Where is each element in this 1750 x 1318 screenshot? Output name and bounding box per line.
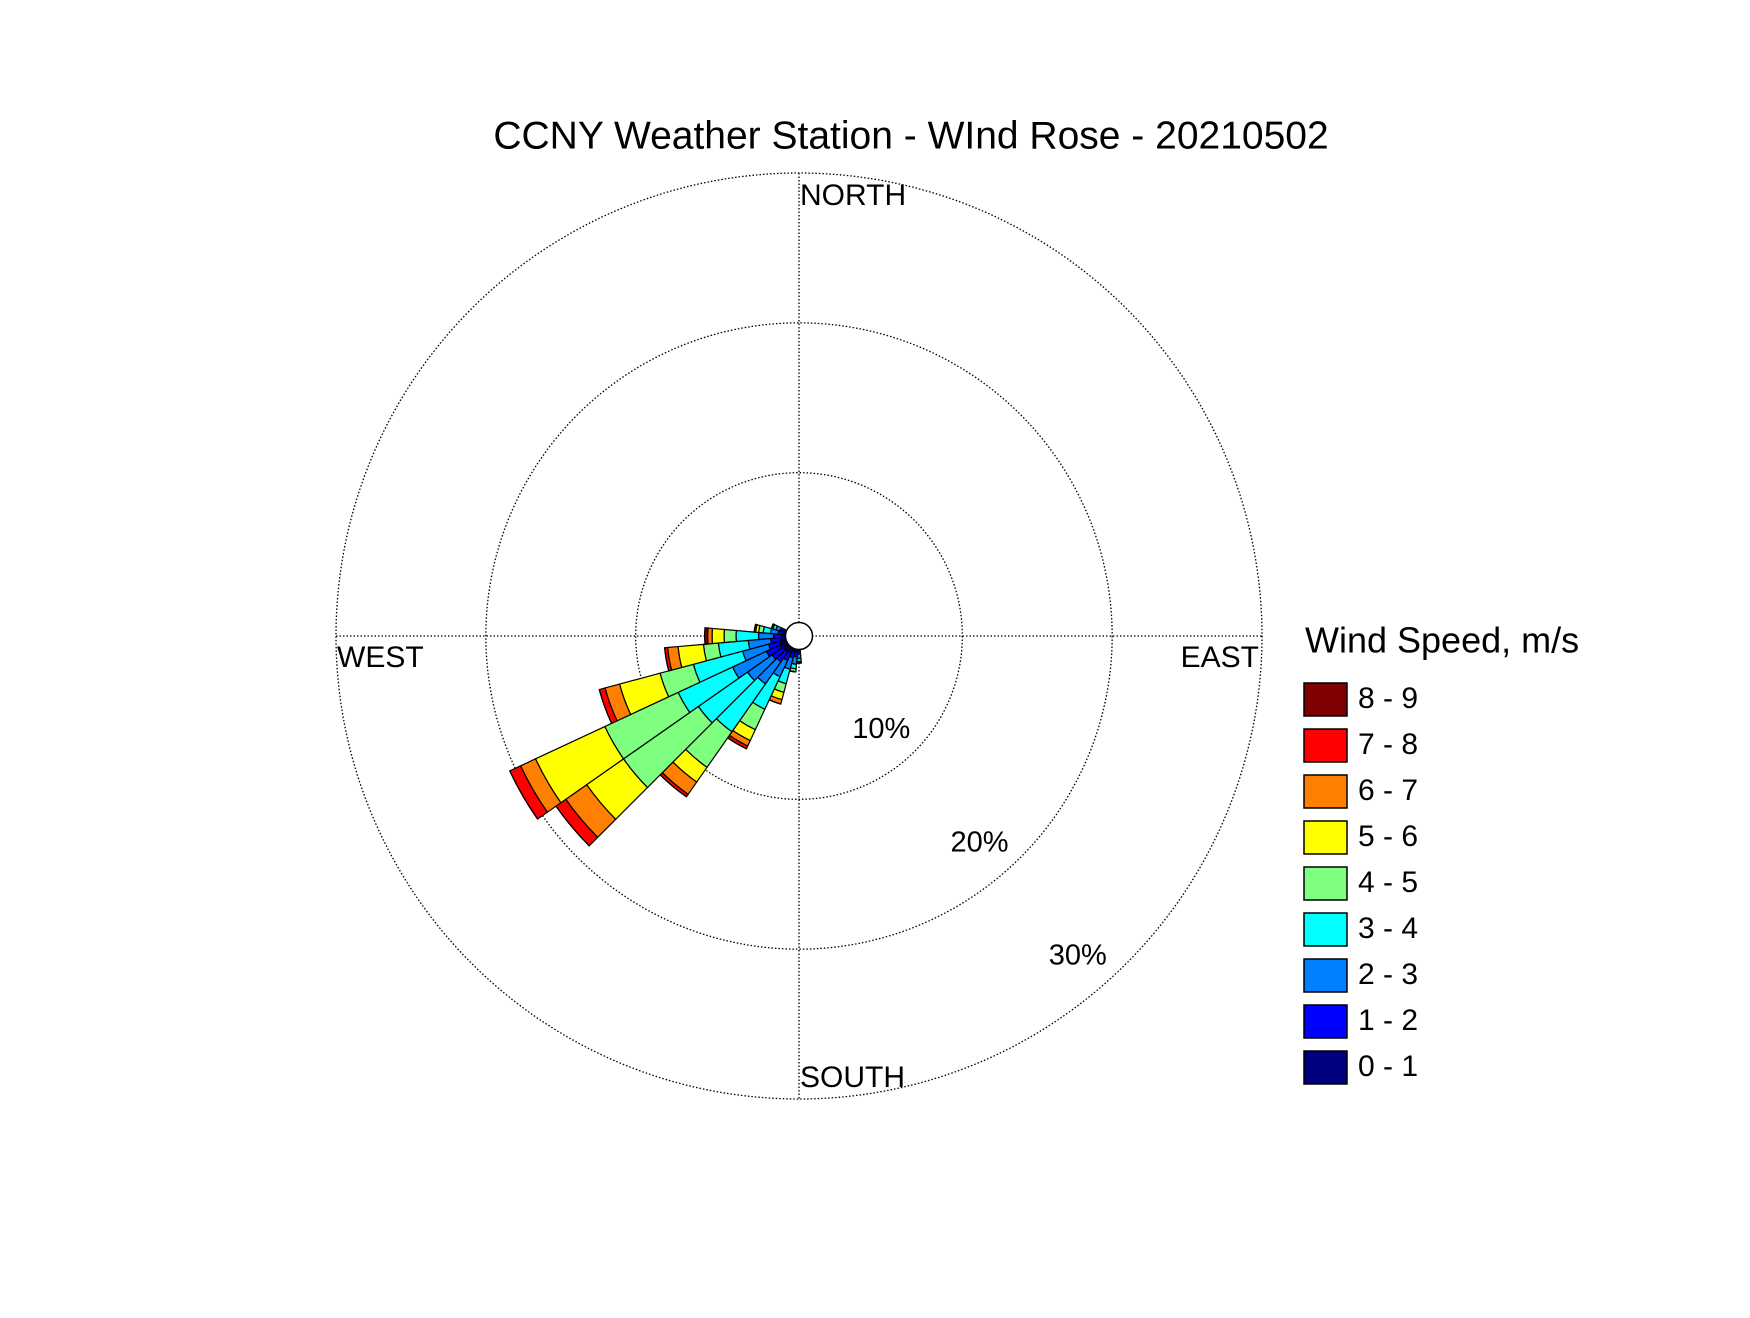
legend-swatch: [1304, 1005, 1347, 1038]
legend-label: 6 - 7: [1358, 774, 1418, 807]
r-tick-label: 10%: [852, 713, 910, 745]
center-hole: [786, 623, 813, 650]
legend-swatch: [1304, 729, 1347, 762]
legend-title: Wind Speed, m/s: [1305, 620, 1579, 661]
legend-label: 0 - 1: [1358, 1050, 1418, 1083]
legend-swatch: [1304, 959, 1347, 992]
legend-swatch: [1304, 867, 1347, 900]
legend-label: 5 - 6: [1358, 820, 1418, 853]
legend-swatch: [1304, 1051, 1347, 1084]
south-label: SOUTH: [800, 1061, 905, 1094]
legend-swatch: [1304, 683, 1347, 716]
legend-label: 8 - 9: [1358, 682, 1418, 715]
legend-label: 7 - 8: [1358, 728, 1418, 761]
west-label: WEST: [337, 641, 424, 674]
legend-label: 3 - 4: [1358, 912, 1418, 945]
wedge-segment: [705, 628, 708, 644]
r-tick-label: 30%: [1049, 939, 1107, 971]
legend: 0 - 1 1 - 2 2 - 3 3 - 4 4 - 5 5 - 6 6 - 7 7 - 8…: [1304, 682, 1418, 1084]
r-tick-label: 20%: [951, 826, 1009, 858]
legend-swatch: [1304, 821, 1347, 854]
chart-title: CCNY Weather Station - WInd Rose - 20210…: [493, 114, 1328, 157]
legend-swatch: [1304, 913, 1347, 946]
legend-label: 1 - 2: [1358, 1004, 1418, 1037]
legend-label: 2 - 3: [1358, 958, 1418, 991]
north-label: NORTH: [800, 179, 906, 212]
wedge-segment: [724, 629, 736, 642]
east-label: EAST: [1181, 641, 1259, 674]
wedge-segment: [712, 628, 724, 643]
legend-swatch: [1304, 775, 1347, 808]
legend-label: 4 - 5: [1358, 866, 1418, 899]
